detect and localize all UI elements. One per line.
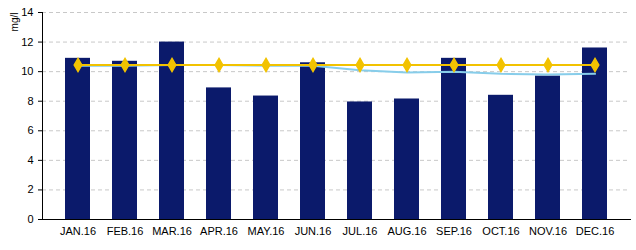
svg-text:2: 2: [27, 183, 33, 195]
svg-text:0: 0: [27, 213, 33, 225]
svg-text:SEP.16: SEP.16: [436, 225, 472, 237]
svg-text:8: 8: [27, 95, 33, 107]
svg-text:10: 10: [21, 65, 33, 77]
svg-text:MAY.16: MAY.16: [248, 225, 285, 237]
svg-text:6: 6: [27, 124, 33, 136]
svg-text:OCT.16: OCT.16: [482, 225, 519, 237]
svg-text:JUL.16: JUL.16: [343, 225, 378, 237]
svg-text:4: 4: [27, 154, 33, 166]
svg-text:FEB.16: FEB.16: [107, 225, 144, 237]
svg-text:MAR.16: MAR.16: [152, 225, 192, 237]
svg-text:DEC.16: DEC.16: [576, 225, 615, 237]
svg-text:12: 12: [21, 36, 33, 48]
svg-text:APR.16: APR.16: [200, 225, 238, 237]
svg-text:mg/l: mg/l: [9, 13, 20, 32]
svg-text:14: 14: [21, 6, 33, 18]
svg-text:AUG.16: AUG.16: [387, 225, 426, 237]
svg-text:JUN.16: JUN.16: [295, 225, 332, 237]
svg-text:JAN.16: JAN.16: [60, 225, 96, 237]
svg-text:NOV.16: NOV.16: [529, 225, 567, 237]
